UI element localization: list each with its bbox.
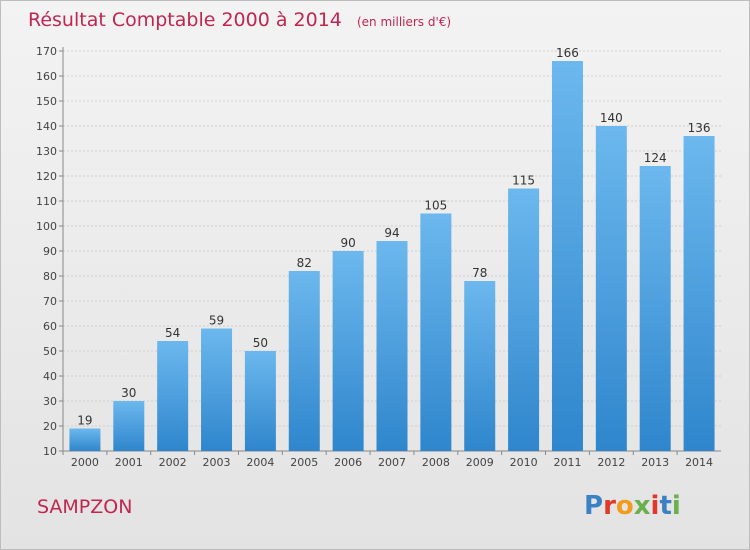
bar-2014 (683, 136, 715, 451)
bar-2007 (376, 241, 408, 451)
bar-2001 (113, 401, 145, 451)
chart-title: Résultat Comptable 2000 à 2014 (28, 9, 342, 31)
value-label: 115 (512, 174, 535, 188)
bar-2000 (69, 428, 101, 451)
value-label: 90 (340, 236, 355, 250)
x-tick-label: 2004 (246, 456, 274, 469)
y-tick-label: 140 (36, 120, 57, 133)
x-tick-label: 2001 (115, 456, 143, 469)
bar-2013 (639, 166, 671, 451)
logo-letter: r (603, 491, 616, 521)
value-label: 59 (209, 314, 224, 328)
x-tick-label: 2002 (159, 456, 187, 469)
bar-2011 (551, 61, 583, 451)
x-tick-label: 2008 (422, 456, 450, 469)
y-tick-label: 20 (43, 420, 57, 433)
bar-2009 (464, 281, 496, 451)
value-label: 50 (253, 336, 268, 350)
bar-2008 (420, 213, 452, 451)
x-tick-label: 2009 (466, 456, 494, 469)
logo-letter: P (584, 491, 604, 521)
logo-letter: i (671, 491, 681, 521)
axis-layer: 10 20 30 40 50 60 70 80 90 100 110 120 130 140 150 160 1… (36, 45, 721, 458)
value-label: 30 (121, 386, 136, 400)
y-tick-label: 90 (43, 245, 57, 258)
commune-name: SAMPZON (37, 496, 133, 518)
x-tick-label: 2007 (378, 456, 406, 469)
value-label: 54 (165, 326, 180, 340)
value-label: 140 (600, 111, 623, 125)
x-tick-label: 2003 (203, 456, 231, 469)
value-label: 166 (556, 46, 579, 60)
y-tick-label: 30 (43, 395, 57, 408)
x-tick-label: 2014 (685, 456, 713, 469)
bar-2005 (288, 271, 320, 451)
y-tick-label: 10 (43, 445, 57, 458)
value-label: 94 (384, 226, 399, 240)
y-tick-label: 170 (36, 45, 57, 58)
value-label: 19 (77, 414, 92, 428)
value-label: 78 (472, 266, 487, 280)
logo-letter: x (633, 491, 651, 521)
label-layer: 19 2000 30 2001 54 2002 59 2003 50 2004 82 2005 90 20… (71, 46, 713, 469)
logo-letter: i (650, 491, 660, 521)
x-tick-label: 2013 (641, 456, 669, 469)
value-label: 136 (688, 121, 711, 135)
y-tick-label: 80 (43, 270, 57, 283)
y-tick-label: 100 (36, 220, 57, 233)
chart-unit-note: (en milliers d'€) (356, 15, 452, 29)
bar-2012 (595, 126, 627, 451)
y-tick-label: 120 (36, 170, 57, 183)
bar-2004 (244, 351, 276, 451)
x-tick-label: 2011 (553, 456, 581, 469)
bar-2002 (157, 341, 189, 451)
x-tick-label: 2012 (597, 456, 625, 469)
bar-2010 (508, 188, 540, 451)
y-tick-label: 110 (36, 195, 57, 208)
logo-letter: o (615, 491, 634, 521)
title-row: Résultat Comptable 2000 à 2014 (en milli… (28, 9, 451, 31)
value-label: 124 (644, 151, 667, 165)
x-tick-label: 2005 (290, 456, 318, 469)
x-tick-label: 2010 (510, 456, 538, 469)
y-tick-label: 130 (36, 145, 57, 158)
y-tick-label: 50 (43, 345, 57, 358)
x-tick-label: 2000 (71, 456, 99, 469)
y-tick-label: 150 (36, 95, 57, 108)
logo-letter: t (659, 491, 672, 521)
y-tick-label: 160 (36, 70, 57, 83)
x-tick-label: 2006 (334, 456, 362, 469)
proxiti-logo: Proxiti (584, 491, 681, 521)
bar-layer (69, 61, 715, 451)
y-tick-label: 70 (43, 295, 57, 308)
y-tick-label: 40 (43, 370, 57, 383)
bar-2006 (332, 251, 364, 451)
bar-2003 (201, 328, 233, 451)
y-tick-label: 60 (43, 320, 57, 333)
value-label: 82 (297, 256, 312, 270)
value-label: 105 (424, 199, 447, 213)
